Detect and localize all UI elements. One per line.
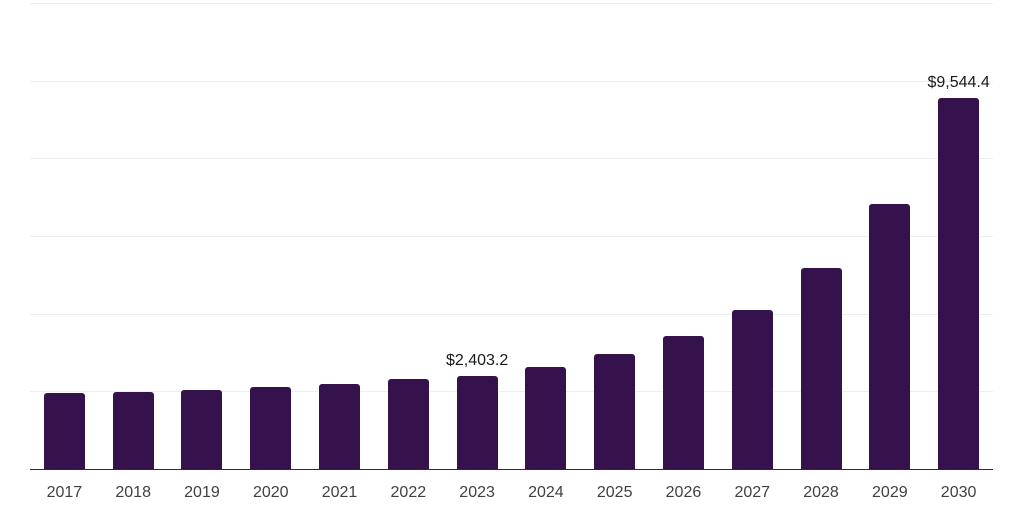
bar-2028 [800,268,842,469]
bar-2030 [938,98,980,469]
x-axis: 2017 2018 2019 2020 2021 2022 2023 2024 2025 2026… [30,484,993,506]
x-tick-label-2025: 2025 [596,484,633,501]
bar-2025 [594,354,636,469]
gridline [30,158,993,160]
bar-2017 [43,392,85,469]
bar-2019 [181,389,223,469]
bar-2026 [662,336,704,469]
x-tick-label-2021: 2021 [321,484,358,501]
plot-area: $2,403.2 $9,544.4 [30,3,993,470]
gridline [30,3,993,4]
x-tick-label-2023: 2023 [459,484,495,501]
bar-2018 [112,392,154,469]
bar-2020 [250,387,292,469]
bar-2022 [387,379,429,469]
x-tick-label-2030: 2030 [940,484,977,501]
x-tick-label-2027: 2027 [734,484,771,501]
gridline [30,391,993,393]
x-tick-label-2019: 2019 [184,484,220,501]
bar-value-label-2030: $9,544.4 [927,74,990,92]
gridline [30,313,993,315]
x-tick-label-2029: 2029 [872,484,908,501]
bar-2024 [525,367,567,469]
gridline [30,80,993,82]
x-tick-label-2026: 2026 [665,484,702,501]
bar-2029 [869,203,911,469]
bar-2021 [319,384,361,469]
gridline [30,236,993,237]
bar-value-label-2023: $2,403.2 [445,351,509,369]
x-tick-label-2024: 2024 [528,484,564,501]
x-tick-label-2020: 2020 [252,484,289,501]
bar-2027 [731,309,773,469]
x-tick-label-2022: 2022 [390,484,427,501]
x-tick-label-2017: 2017 [46,484,83,501]
bar-2023 [456,375,498,469]
x-tick-label-2018: 2018 [115,484,151,501]
x-tick-label-2028: 2028 [803,484,839,501]
